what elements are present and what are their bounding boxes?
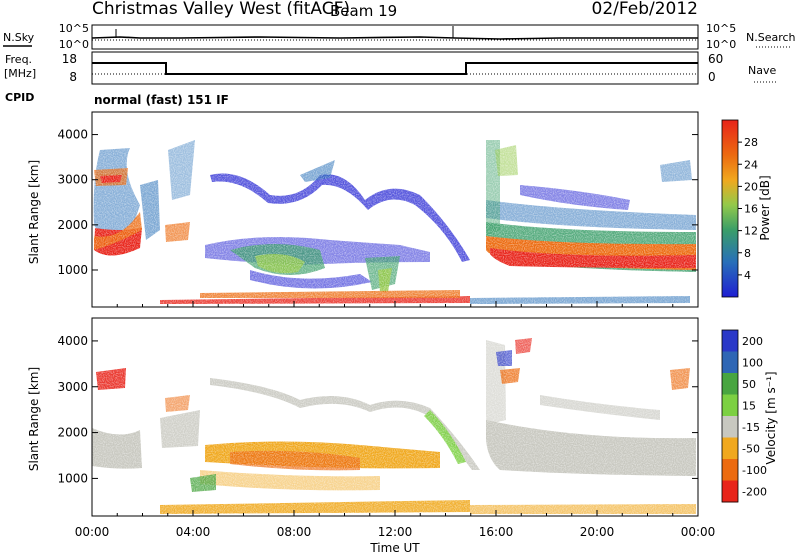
power-ytick-label: 2000 [57, 218, 88, 232]
velocity-colorbar-segment [722, 416, 738, 438]
freq-left-tick-top: 18 [62, 52, 77, 66]
power-colorbar-tick-label: 28 [744, 136, 758, 149]
power-colorbar-tick-label: 24 [744, 158, 758, 171]
velocity-ytick-label: 4000 [57, 334, 88, 348]
power-ylabel: Slant Range [km] [27, 160, 41, 264]
x-axis-label: Time UT [369, 541, 420, 554]
velocity-colorbar-segment [722, 351, 738, 374]
velocity-colorbar [721, 329, 739, 503]
sky-panel-frame [91, 24, 699, 50]
power-colorbar [721, 119, 739, 298]
velocity-ytick-label: 1000 [57, 471, 88, 485]
sky-left-label: N.Sky [3, 31, 35, 44]
axis-ticks: 1000 2000 3000 4000 1000 2000 3000 4000 00:00 04:… [57, 128, 767, 539]
station-title: Christmas Valley West (fitACF) [92, 0, 350, 19]
cpid-label: CPID [5, 91, 34, 104]
velocity-colorbar-tick-label: 50 [742, 378, 756, 391]
velocity-colorbar-tick-label: -100 [742, 464, 767, 477]
velocity-colorbar-segment [722, 437, 738, 460]
velocity-scatter [92, 318, 698, 516]
xtick-label: 16:00 [479, 525, 514, 539]
velocity-colorbar-segment [722, 373, 738, 395]
velocity-ytick-label: 2000 [57, 426, 88, 440]
sky-right-label: N.Search [746, 31, 796, 44]
freq-panel-frame [91, 51, 699, 85]
sky-left-tick-top: 10^5 [59, 22, 89, 35]
xtick-label: 04:00 [176, 525, 211, 539]
freq-left-tick-bottom: 8 [69, 70, 77, 84]
velocity-colorbar-tick-label: 15 [742, 399, 756, 412]
power-colorbar-tick-label: 20 [744, 180, 758, 193]
freq-label-1: Freq. [5, 53, 32, 66]
power-colorbar-tick-label: 8 [744, 247, 751, 260]
xtick-label: 20:00 [580, 525, 615, 539]
velocity-colorbar-segment [722, 459, 738, 481]
power-colorbar-tick-label: 4 [744, 269, 751, 282]
nave-right-tick-bottom: 0 [708, 70, 716, 84]
freq-trace [92, 62, 698, 75]
sky-right-tick-top: 10^5 [706, 22, 736, 35]
beam-label: Beam 19 [330, 2, 397, 20]
velocity-colorbar-segment [722, 480, 738, 503]
sky-right-tick-bottom: 10^0 [706, 38, 736, 51]
xtick-label: 12:00 [378, 525, 413, 539]
nave-label: Nave [748, 64, 776, 77]
power-scatter [92, 112, 698, 307]
velocity-colorbar-tick-label: -200 [742, 485, 767, 498]
velocity-ytick-label: 3000 [57, 380, 88, 394]
velocity-ylabel: Slant Range [km] [27, 367, 41, 471]
sky-left-tick-bottom: 10^0 [59, 38, 89, 51]
velocity-colorbar-segment [722, 394, 738, 417]
power-colorbar-tick-label: 16 [744, 203, 758, 216]
velocity-colorbar-frame [721, 329, 739, 503]
nave-right-tick-top: 60 [708, 52, 723, 66]
velocity-colorbar-tick-label: -50 [742, 442, 760, 455]
freq-label-2: [MHz] [4, 67, 36, 80]
power-ytick-label: 3000 [57, 173, 88, 187]
xtick-label: 08:00 [277, 525, 312, 539]
velocity-colorbar-tick-label: 200 [742, 335, 763, 348]
cpid-value: normal (fast) 151 IF [94, 93, 229, 107]
power-colorbar-tick-label: 12 [744, 225, 758, 238]
date-label: 02/Feb/2012 [592, 0, 698, 19]
power-ytick-label: 1000 [57, 263, 88, 277]
power-ytick-label: 4000 [57, 128, 88, 142]
xtick-label: 00:00 [75, 525, 110, 539]
sky-noise-trace [91, 36, 698, 40]
velocity-colorbar-segment [722, 330, 738, 352]
velocity-colorbar-label: Velocity [m s⁻¹] [764, 371, 778, 464]
power-colorbar-label: Power [dB] [758, 175, 772, 240]
velocity-colorbar-tick-label: 100 [742, 356, 763, 369]
velocity-colorbar-tick-label: -15 [742, 421, 760, 434]
xtick-label: 00:00 [681, 525, 716, 539]
